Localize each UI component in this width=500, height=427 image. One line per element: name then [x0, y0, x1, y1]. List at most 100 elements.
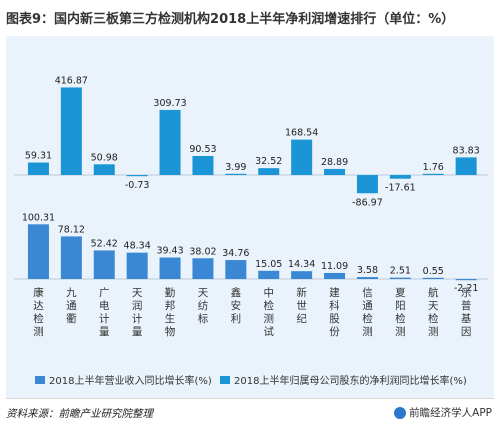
category-label-char: 天: [132, 287, 143, 299]
category-label-char: 普: [461, 299, 472, 312]
revenue-bar: [422, 277, 444, 279]
legend-label-profit: 2018上半年归属母公司股东的净利润同比增长率(%): [234, 374, 467, 387]
revenue-bar: [324, 272, 346, 279]
profit-value-label: 3.99: [225, 162, 246, 173]
profit-value-label: 32.52: [255, 156, 282, 167]
profit-value-label: 1.76: [423, 162, 444, 173]
category-label-char: 通: [362, 300, 373, 312]
category-label-char: 九: [66, 287, 77, 299]
category-labels-layer: 康达检测九通衢广电计量天润计量勤邦生物天纺标鑫安利中检测试新世纪建科股份信通检测…: [33, 286, 472, 338]
category-label-char: 中: [264, 286, 275, 299]
category-label: 中检测试: [264, 286, 275, 338]
category-label-char: 乐: [461, 287, 472, 299]
revenue-value-label: 0.55: [423, 266, 444, 277]
category-label-char: 邦: [165, 299, 176, 312]
profit-value-label: 83.83: [453, 145, 480, 156]
revenue-value-label: 11.09: [321, 261, 348, 272]
profit-value-label: 28.89: [321, 157, 348, 168]
profit-value-label: 90.53: [189, 144, 216, 155]
revenue-bar: [159, 257, 181, 279]
category-label-char: 生: [165, 312, 176, 325]
profit-bar: [422, 173, 444, 175]
profit-value-label: 309.73: [153, 98, 186, 109]
profit-value-label: 168.54: [285, 128, 318, 139]
revenue-value-label: 48.34: [124, 241, 151, 252]
revenue-value-label: 78.12: [58, 224, 85, 235]
category-label-char: 纺: [198, 299, 209, 312]
category-label: 新世纪: [296, 286, 307, 325]
revenue-bar: [93, 250, 115, 279]
category-label-char: 衢: [66, 313, 77, 325]
category-label: 天纺标: [198, 287, 209, 325]
category-label: 乐普基因: [461, 287, 472, 338]
category-label-char: 物: [165, 325, 176, 338]
category-label-char: 量: [132, 326, 143, 338]
profit-bar: [27, 162, 49, 175]
category-label-char: 达: [33, 300, 44, 312]
revenue-bar: [126, 252, 148, 279]
category-label-char: 计: [99, 312, 110, 325]
category-label-char: 测: [264, 312, 275, 325]
profit-value-label: 59.31: [25, 151, 52, 162]
legend-label-revenue: 2018上半年营业收入同比增长率(%): [49, 374, 212, 387]
profit-bar: [126, 175, 148, 177]
legend: 2018上半年营业收入同比增长率(%) 2018上半年归属母公司股东的净利润同比…: [35, 374, 467, 387]
revenue-bar: [258, 270, 280, 279]
revenue-value-label: 2.51: [390, 266, 411, 277]
category-label-char: 勤: [165, 286, 176, 299]
revenue-value-label: 14.34: [288, 259, 315, 270]
revenue-value-label: -2.21: [454, 283, 479, 294]
category-label: 九通衢: [66, 287, 77, 325]
category-label-char: 股: [329, 313, 340, 325]
revenue-bar: [389, 277, 411, 279]
category-label-char: 利: [231, 313, 242, 325]
category-label-char: 检: [428, 312, 439, 325]
category-label-char: 测: [33, 325, 44, 338]
category-label-char: 康: [33, 286, 44, 299]
revenue-value-label: 38.02: [189, 246, 216, 257]
profit-bar: [389, 175, 411, 179]
category-label: 航天检测: [428, 286, 439, 338]
category-label-char: 测: [428, 325, 439, 338]
profit-value-label: 50.98: [91, 152, 118, 163]
profit-bar: [159, 109, 181, 175]
category-label: 鑫安利: [231, 286, 242, 325]
category-label-char: 检: [33, 312, 44, 325]
profit-bar: [291, 139, 313, 175]
category-label-char: 量: [99, 326, 110, 338]
category-label-char: 阳: [395, 300, 406, 312]
revenue-value-label: 39.43: [156, 246, 183, 257]
footer-divider: [6, 398, 494, 399]
category-label-char: 世: [296, 300, 307, 312]
legend-swatch-profit: [220, 376, 230, 384]
category-label-char: 因: [461, 326, 472, 338]
profit-value-label: -0.73: [125, 180, 150, 191]
category-label-char: 计: [132, 312, 143, 325]
source-note: 资料来源：前瞻产业研究院整理: [6, 408, 153, 420]
category-label-char: 检: [362, 312, 373, 325]
profit-bar: [356, 175, 378, 194]
category-label-char: 夏: [395, 287, 406, 299]
category-label-char: 建: [329, 286, 340, 299]
category-label: 广电计量: [99, 287, 110, 338]
category-label: 信通检测: [362, 287, 373, 338]
category-label-char: 航: [428, 286, 439, 299]
category-label-char: 检: [264, 299, 275, 312]
revenue-value-label: 52.42: [91, 238, 118, 249]
profit-bar: [455, 157, 477, 175]
revenue-value-label: 3.58: [357, 265, 378, 276]
profit-value-label: -86.97: [352, 197, 383, 208]
legend-swatch-revenue: [35, 376, 45, 384]
watermark-text: 前瞻经济学人APP: [409, 407, 492, 419]
watermark-logo-icon: [394, 406, 407, 419]
category-label-char: 安: [231, 299, 242, 312]
category-label-char: 信: [362, 287, 373, 299]
category-label-char: 通: [66, 300, 77, 312]
category-label-char: 广: [99, 287, 110, 299]
revenue-value-label: 100.31: [22, 212, 55, 223]
revenue-bar: [356, 277, 378, 279]
category-label-char: 测: [362, 325, 373, 338]
revenue-value-label: 15.05: [255, 259, 282, 270]
